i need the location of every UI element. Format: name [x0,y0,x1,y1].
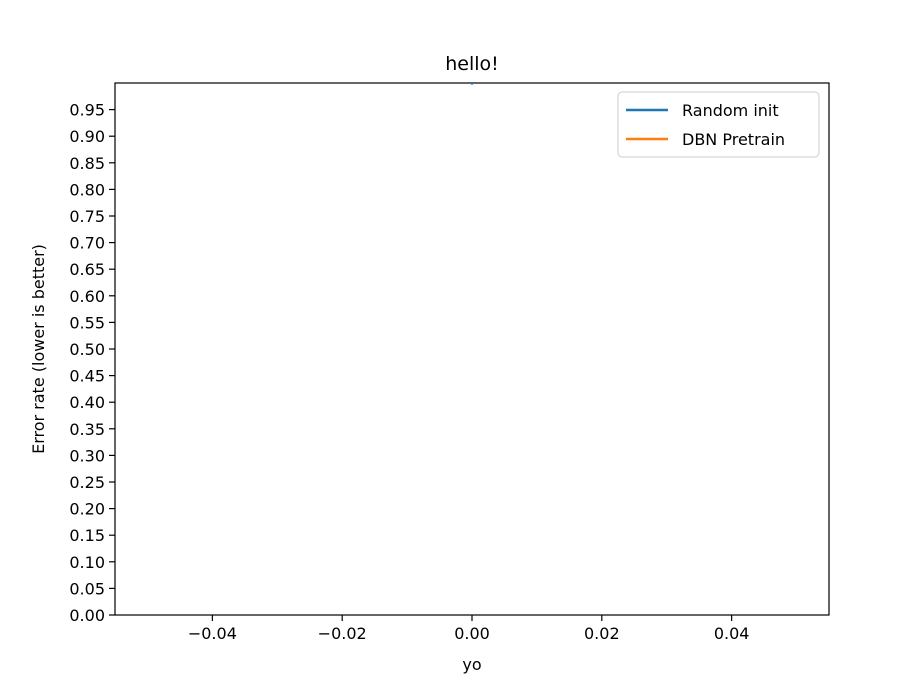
y-tick-label: 0.25 [69,473,105,492]
y-tick-label: 0.10 [69,553,105,572]
y-tick-label: 0.95 [69,101,105,120]
plot-frame [114,82,830,616]
x-tick-label: 0.04 [714,624,750,643]
x-tick-label: −0.02 [318,624,367,643]
y-tick-label: 0.35 [69,420,105,439]
y-tick-label: 0.80 [69,180,105,199]
y-tick-label: 0.70 [69,234,105,253]
x-axis-label: yo [462,655,481,674]
legend-label: Random init [682,101,779,120]
legend-label: DBN Pretrain [682,130,785,149]
y-tick-label: 0.30 [69,446,105,465]
y-tick-label: 0.05 [69,579,105,598]
x-tick-label: 0.00 [454,624,490,643]
x-tick-label: 0.02 [584,624,620,643]
chart-title: hello! [445,53,499,75]
y-tick-label: 0.45 [69,367,105,386]
plot-area [114,82,830,616]
y-tick-label: 0.00 [69,606,105,625]
y-tick-label: 0.65 [69,260,105,279]
y-tick-label: 0.55 [69,313,105,332]
y-tick-label: 0.15 [69,526,105,545]
y-axis: 0.00 0.05 0.10 0.15 0.20 0.25 0.30 0.35 0.40 0.45… [69,101,115,625]
y-axis-label: Error rate (lower is better) [29,244,48,454]
y-tick-label: 0.90 [69,127,105,146]
legend: Random init DBN Pretrain [617,91,820,158]
y-tick-label: 0.20 [69,500,105,519]
legend-box [617,91,820,158]
y-tick-label: 0.40 [69,393,105,412]
y-tick-label: 0.85 [69,154,105,173]
y-tick-label: 0.75 [69,207,105,226]
y-tick-label: 0.60 [69,287,105,306]
x-tick-label: −0.04 [188,624,237,643]
x-axis: −0.04 −0.02 0.00 0.02 0.04 [188,615,750,643]
y-tick-label: 0.50 [69,340,105,359]
